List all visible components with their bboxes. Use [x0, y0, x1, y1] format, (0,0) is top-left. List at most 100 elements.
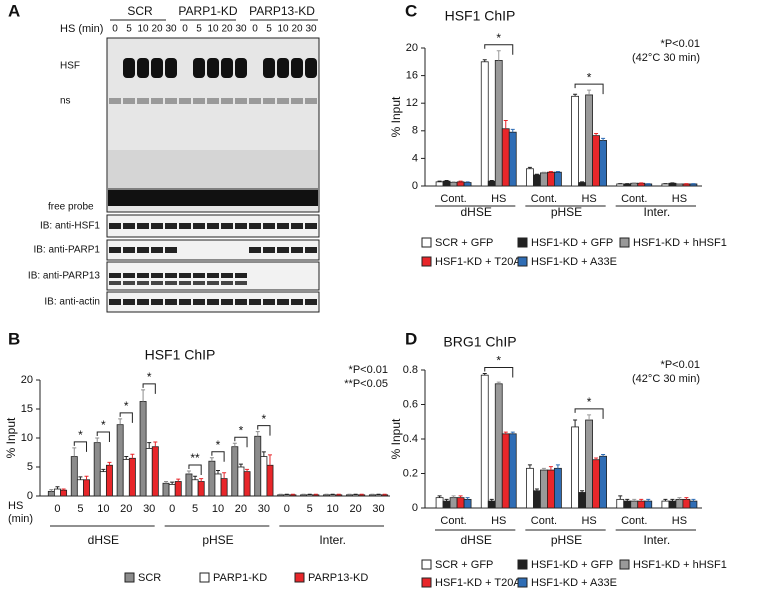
lane-label: 30	[235, 24, 247, 35]
ns-band	[221, 98, 233, 104]
error-bar	[278, 493, 283, 495]
lane-label: 5	[266, 24, 272, 35]
significance-label: *	[239, 423, 244, 437]
free-probe-band	[220, 188, 234, 206]
error-bar	[370, 493, 375, 495]
error-bar	[503, 119, 508, 129]
x-tick-label: HS	[491, 193, 506, 205]
blot-band	[277, 223, 289, 229]
bar	[260, 456, 268, 497]
chart-title: BRG1 ChIP	[443, 334, 516, 350]
bar	[435, 497, 444, 509]
bar	[312, 494, 320, 497]
significance-label: *	[496, 31, 501, 45]
error-bar	[101, 468, 106, 472]
bar	[675, 498, 684, 509]
legend-swatch	[517, 237, 528, 248]
y-tick-label: 0.8	[403, 364, 418, 376]
ns-band	[291, 98, 303, 104]
blot-band	[235, 299, 247, 305]
error-bar	[541, 171, 546, 173]
bar	[526, 168, 534, 187]
bar	[266, 464, 274, 497]
y-tick-label: 20	[406, 42, 418, 54]
x-tick-label: 5	[77, 503, 83, 515]
bar	[174, 481, 182, 497]
lane-label: 10	[207, 24, 219, 35]
error-bar	[489, 498, 494, 502]
hsf-band	[221, 58, 233, 78]
y-tick-label: 0	[27, 490, 33, 502]
bar	[578, 492, 586, 509]
error-bar	[527, 464, 532, 469]
legend-swatch	[619, 559, 630, 570]
bar	[501, 128, 510, 187]
hsf-band	[137, 58, 149, 78]
blot-band	[137, 223, 149, 229]
significance-bracket	[142, 383, 156, 394]
error-bar	[245, 468, 250, 472]
lane-label: 0	[252, 24, 258, 35]
legend-label: SCR + GFP	[435, 559, 493, 571]
free-probe-band	[192, 188, 206, 206]
significance-label: *	[147, 370, 152, 384]
x-tick-label: 30	[372, 503, 384, 515]
bar	[540, 469, 548, 509]
error-bar	[222, 472, 227, 479]
significance-label: *	[496, 354, 501, 368]
blot-band	[263, 247, 275, 253]
group-label: dHSE	[88, 533, 119, 547]
error-bar	[130, 453, 135, 459]
bar	[300, 494, 308, 497]
hsf-band	[193, 58, 205, 78]
x-tick-label: 30	[143, 503, 155, 515]
ns-band	[179, 98, 191, 104]
y-tick-label: 4	[412, 152, 418, 164]
blot-band	[193, 273, 205, 278]
significance-bracket	[96, 431, 110, 442]
bar	[571, 95, 579, 187]
hsf-band	[305, 58, 317, 78]
error-bar	[646, 498, 651, 502]
bar	[637, 500, 646, 509]
error-bar	[587, 89, 592, 95]
error-bar	[307, 493, 312, 495]
error-bar	[527, 166, 532, 169]
significance-label: *	[101, 418, 106, 432]
significance-bracket	[574, 408, 604, 419]
blot-band	[193, 281, 205, 285]
x-tick-label: 30	[258, 503, 270, 515]
lane-label: 20	[151, 24, 163, 35]
bar	[623, 183, 632, 187]
bar	[675, 183, 684, 187]
bar	[592, 459, 600, 509]
blot-band	[165, 247, 177, 253]
error-bar	[49, 489, 54, 492]
error-bar	[107, 461, 112, 466]
ns-band	[207, 98, 219, 104]
lane-label: 5	[196, 24, 202, 35]
free-probe-band	[122, 188, 136, 206]
error-bar	[376, 493, 381, 495]
blot-band	[305, 223, 317, 229]
group-label: SCR	[127, 4, 153, 18]
lane-label: 0	[182, 24, 188, 35]
legend-swatch	[421, 559, 432, 570]
bar	[630, 182, 639, 187]
blot-band	[291, 223, 303, 229]
blot-band	[207, 223, 219, 229]
error-bar	[324, 493, 329, 495]
legend-label: HSF1-KD + hHSF1	[633, 559, 727, 571]
blot-band	[235, 281, 247, 285]
hsf-band	[263, 58, 275, 78]
bar	[637, 182, 646, 187]
legend-label: PARP13-KD	[308, 572, 368, 584]
ns-band	[277, 98, 289, 104]
blot-band	[179, 281, 191, 285]
bar	[501, 433, 510, 509]
group-label: pHSE	[551, 205, 582, 219]
x-tick-label: 0	[284, 503, 290, 515]
bar	[533, 174, 541, 187]
blot-band	[207, 273, 219, 278]
group-label: pHSE	[202, 533, 233, 547]
